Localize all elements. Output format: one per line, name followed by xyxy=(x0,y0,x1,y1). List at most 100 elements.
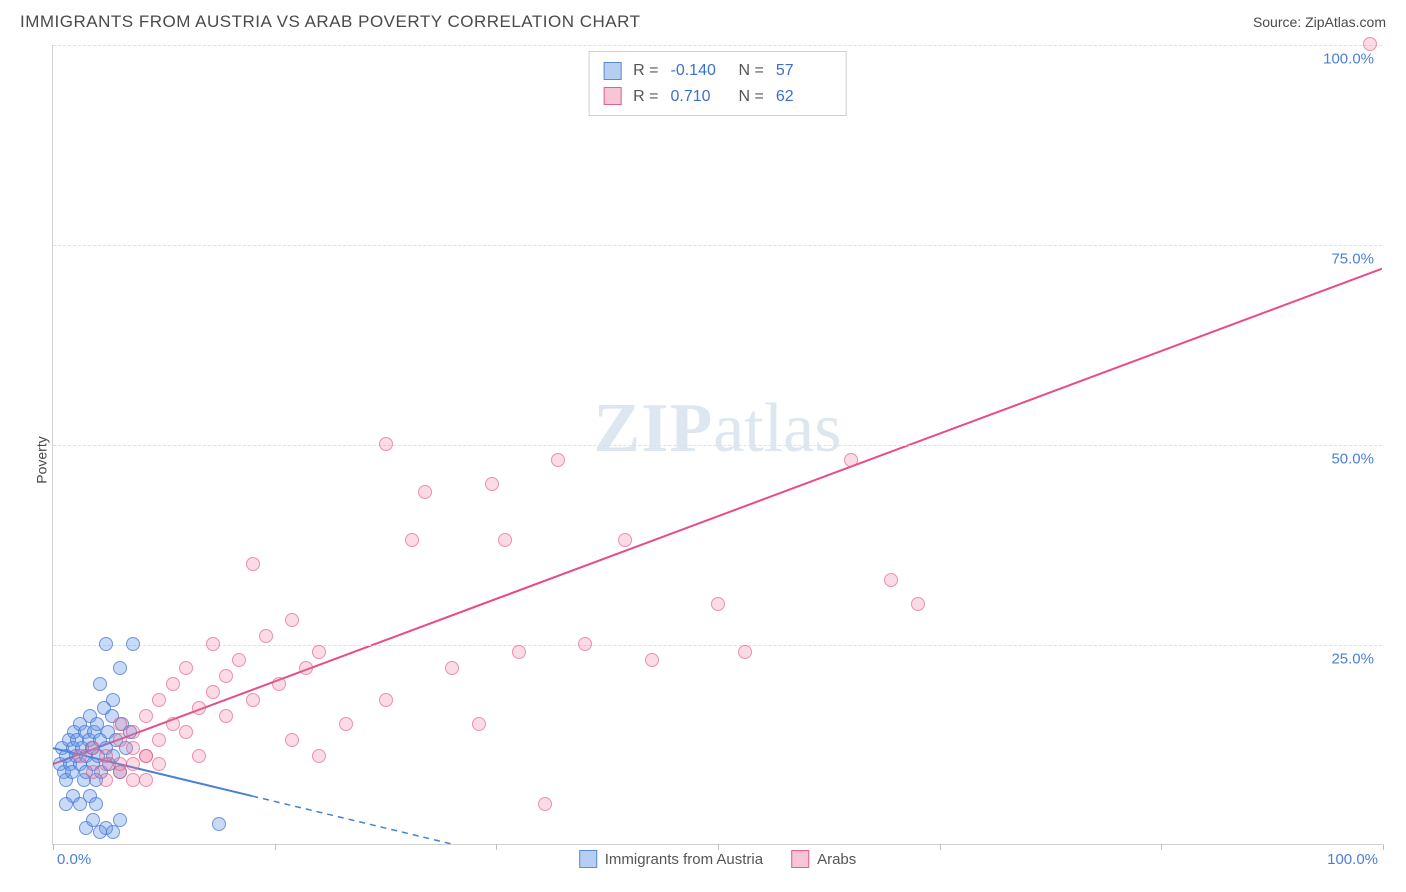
stat-n-label: N = xyxy=(739,58,764,84)
swatch-austria-icon xyxy=(579,850,597,868)
x-tick xyxy=(1383,844,1384,850)
source-prefix: Source: xyxy=(1253,14,1305,30)
legend-label-austria: Immigrants from Austria xyxy=(605,851,763,868)
data-point-arabs xyxy=(512,645,526,659)
data-point-arabs xyxy=(73,749,87,763)
data-point-arabs xyxy=(312,645,326,659)
series-legend: Immigrants from Austria Arabs xyxy=(579,850,857,868)
watermark-zip: ZIP xyxy=(594,390,714,467)
data-point-arabs xyxy=(206,685,220,699)
data-point-arabs xyxy=(285,733,299,747)
data-point-arabs xyxy=(551,453,565,467)
data-point-arabs xyxy=(472,717,486,731)
stats-row-arabs: R = 0.710 N = 62 xyxy=(603,84,832,110)
y-axis-label: Poverty xyxy=(34,436,50,483)
plot-area: ZIPatlas R = -0.140 N = 57 R = 0.710 N =… xyxy=(52,45,1382,845)
gridline xyxy=(53,645,1382,646)
data-point-arabs xyxy=(379,693,393,707)
data-point-arabs xyxy=(86,741,100,755)
data-point-arabs xyxy=(113,733,127,747)
swatch-arabs-icon xyxy=(603,87,621,105)
data-point-arabs xyxy=(219,709,233,723)
x-axis-min-label: 0.0% xyxy=(57,851,91,868)
data-point-arabs xyxy=(192,701,206,715)
data-point-austria xyxy=(59,797,73,811)
stat-r-austria: -0.140 xyxy=(671,58,727,84)
data-point-arabs xyxy=(485,477,499,491)
x-tick xyxy=(496,844,497,850)
data-point-arabs xyxy=(538,797,552,811)
data-point-austria xyxy=(106,693,120,707)
data-point-austria xyxy=(89,797,103,811)
data-point-arabs xyxy=(246,557,260,571)
data-point-arabs xyxy=(152,693,166,707)
data-point-arabs xyxy=(738,645,752,659)
stat-n-austria: 57 xyxy=(776,58,832,84)
data-point-arabs xyxy=(246,693,260,707)
chart-title: IMMIGRANTS FROM AUSTRIA VS ARAB POVERTY … xyxy=(20,12,640,32)
x-tick xyxy=(1161,844,1162,850)
data-point-arabs xyxy=(126,741,140,755)
legend-label-arabs: Arabs xyxy=(817,851,856,868)
data-point-arabs xyxy=(139,749,153,763)
data-point-arabs xyxy=(578,637,592,651)
data-point-austria xyxy=(93,825,107,839)
x-tick xyxy=(53,844,54,850)
data-point-arabs xyxy=(113,717,127,731)
stats-legend-box: R = -0.140 N = 57 R = 0.710 N = 62 xyxy=(588,51,847,116)
data-point-arabs xyxy=(711,597,725,611)
swatch-austria-icon xyxy=(603,62,621,80)
x-axis-max-label: 100.0% xyxy=(1327,851,1378,868)
data-point-arabs xyxy=(152,733,166,747)
data-point-austria xyxy=(99,637,113,651)
source-attribution: Source: ZipAtlas.com xyxy=(1253,14,1386,30)
data-point-arabs xyxy=(126,757,140,771)
data-point-arabs xyxy=(911,597,925,611)
data-point-arabs xyxy=(113,757,127,771)
data-point-austria xyxy=(212,817,226,831)
x-tick xyxy=(940,844,941,850)
stat-n-label: N = xyxy=(739,84,764,110)
data-point-arabs xyxy=(166,677,180,691)
data-point-arabs xyxy=(139,709,153,723)
watermark-atlas: atlas xyxy=(713,390,841,467)
data-point-arabs xyxy=(179,661,193,675)
data-point-austria xyxy=(93,677,107,691)
gridline xyxy=(53,45,1382,46)
data-point-arabs xyxy=(99,773,113,787)
watermark: ZIPatlas xyxy=(594,389,842,469)
stat-r-label: R = xyxy=(633,84,658,110)
data-point-arabs xyxy=(379,437,393,451)
chart-container: Poverty ZIPatlas R = -0.140 N = 57 R = 0… xyxy=(20,45,1390,875)
data-point-arabs xyxy=(418,485,432,499)
y-tick-label: 100.0% xyxy=(1323,51,1374,68)
x-tick xyxy=(718,844,719,850)
data-point-arabs xyxy=(272,677,286,691)
stats-row-austria: R = -0.140 N = 57 xyxy=(603,58,832,84)
data-point-arabs xyxy=(99,749,113,763)
data-point-arabs xyxy=(259,629,273,643)
y-tick-label: 25.0% xyxy=(1331,651,1374,668)
data-point-arabs xyxy=(1363,37,1377,51)
data-point-arabs xyxy=(126,773,140,787)
y-tick-label: 75.0% xyxy=(1331,251,1374,268)
data-point-arabs xyxy=(192,749,206,763)
stat-r-arabs: 0.710 xyxy=(671,84,727,110)
data-point-arabs xyxy=(405,533,419,547)
data-point-arabs xyxy=(445,661,459,675)
swatch-arabs-icon xyxy=(791,850,809,868)
x-tick xyxy=(275,844,276,850)
y-tick-label: 50.0% xyxy=(1331,451,1374,468)
data-point-arabs xyxy=(312,749,326,763)
legend-item-arabs: Arabs xyxy=(791,850,856,868)
stat-n-arabs: 62 xyxy=(776,84,832,110)
data-point-arabs xyxy=(219,669,233,683)
data-point-arabs xyxy=(884,573,898,587)
source-link[interactable]: ZipAtlas.com xyxy=(1305,14,1386,30)
data-point-arabs xyxy=(844,453,858,467)
data-point-arabs xyxy=(618,533,632,547)
gridline xyxy=(53,245,1382,246)
legend-item-austria: Immigrants from Austria xyxy=(579,850,763,868)
gridline xyxy=(53,445,1382,446)
data-point-arabs xyxy=(285,613,299,627)
